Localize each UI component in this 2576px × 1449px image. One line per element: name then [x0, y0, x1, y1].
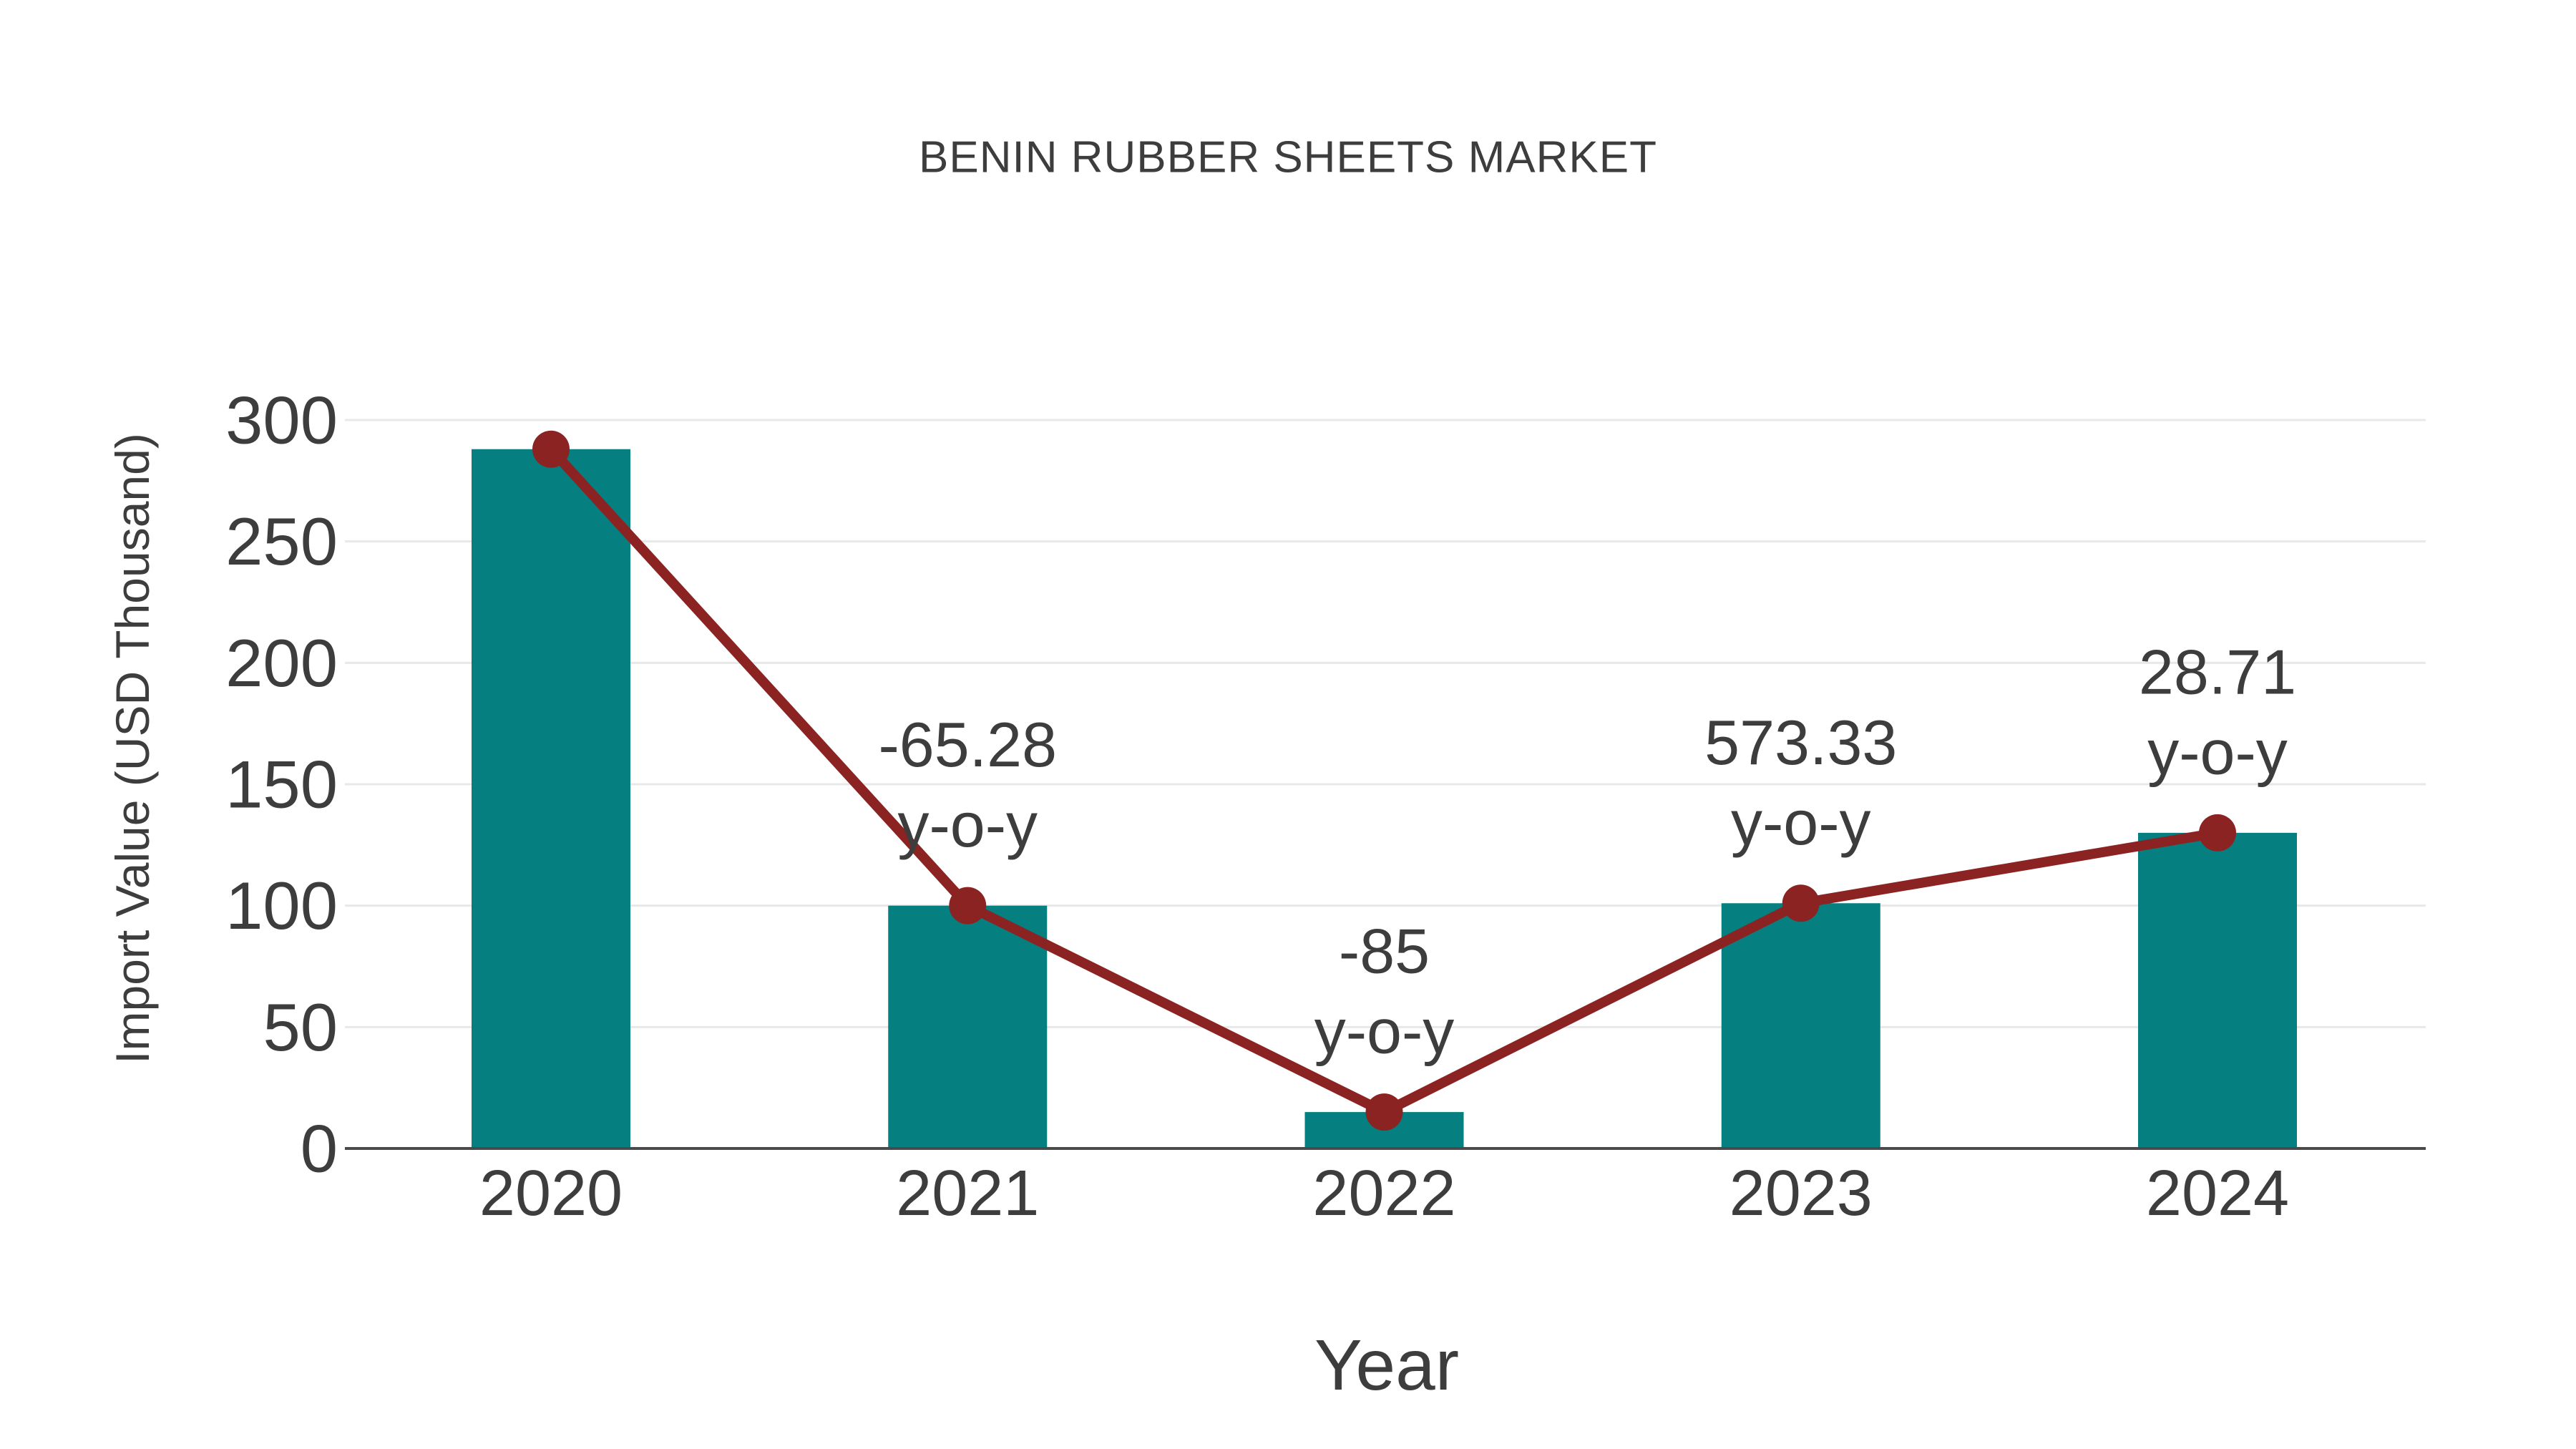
y-tick-label-250: 250	[225, 504, 338, 579]
chart-title: BENIN RUBBER SHEETS MARKET	[919, 133, 1657, 182]
y-tick-labels-group: 0 50 100 150 200 250 300	[225, 383, 338, 1186]
gridlines-group	[345, 419, 2426, 1028]
point-labels-group: -65.28 y-o-y -85 y-o-y 573.33 y-o-y 28.71 y-o-y	[878, 636, 2296, 1066]
markers-group	[532, 430, 2236, 1131]
x-tick-label-2023: 2023	[1729, 1158, 1873, 1229]
y-tick-label-150: 150	[225, 747, 338, 822]
marker-2020	[532, 430, 570, 468]
point-label-value-2024: 28.71	[2139, 636, 2296, 707]
y-tick-label-200: 200	[225, 625, 338, 701]
point-label-value-2022: -85	[1339, 916, 1430, 987]
x-tick-label-2022: 2022	[1312, 1158, 1455, 1229]
x-tick-label-2021: 2021	[896, 1158, 1039, 1229]
point-label-value-2021: -65.28	[878, 709, 1057, 780]
point-label-value-2023: 573.33	[1704, 707, 1897, 778]
x-tick-label-2020: 2020	[479, 1158, 623, 1229]
y-tick-label-50: 50	[263, 990, 338, 1065]
marker-2022	[1365, 1093, 1403, 1131]
y-tick-label-100: 100	[225, 868, 338, 943]
x-tick-label-2024: 2024	[2146, 1158, 2289, 1229]
marker-2021	[949, 887, 987, 924]
bar-2021	[888, 905, 1048, 1148]
point-label-suffix-2024: y-o-y	[2147, 716, 2288, 787]
y-tick-label-0: 0	[301, 1111, 338, 1186]
point-label-suffix-2022: y-o-y	[1314, 996, 1455, 1067]
bar-2020	[472, 449, 630, 1148]
bar-2024	[2138, 832, 2297, 1148]
y-tick-label-300: 300	[225, 383, 338, 458]
marker-2024	[2199, 814, 2236, 852]
bar-2023	[1721, 903, 1880, 1148]
marker-2023	[1782, 884, 1820, 922]
x-axis-title: Year	[1314, 1325, 1459, 1405]
bars-group	[472, 449, 2297, 1148]
point-label-suffix-2023: y-o-y	[1731, 787, 1871, 858]
x-tick-labels-group: 2020 2021 2022 2023 2024	[479, 1158, 2289, 1229]
y-axis-title: Import Value (USD Thousand)	[106, 433, 159, 1064]
point-label-suffix-2021: y-o-y	[897, 789, 1038, 860]
